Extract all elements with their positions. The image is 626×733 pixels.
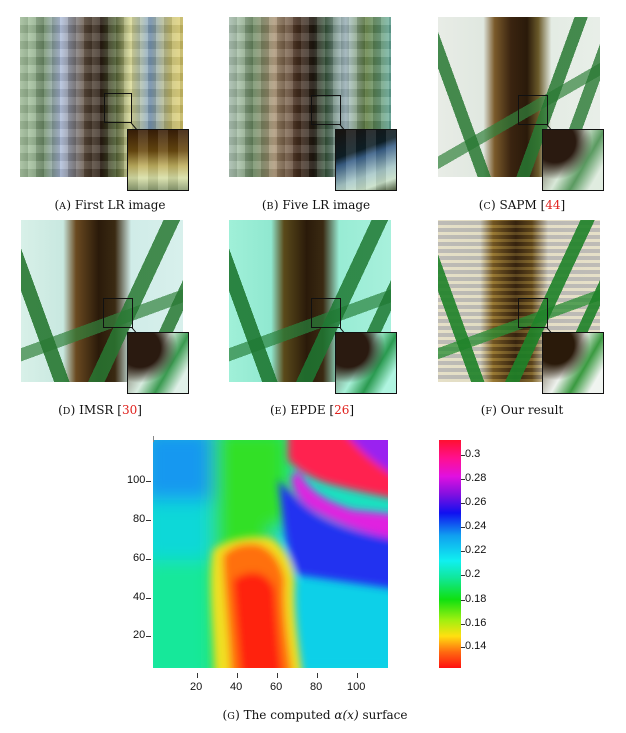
zoom-region-box	[104, 93, 132, 123]
heatmap-image	[153, 440, 388, 668]
zoom-inset	[542, 129, 604, 191]
x-tick	[317, 673, 318, 678]
y-tick	[146, 481, 151, 482]
zoom-inset	[127, 129, 189, 191]
colorbar-tick	[461, 624, 465, 625]
zoom-inset	[335, 129, 397, 191]
x-tick-label: 60	[270, 681, 283, 693]
panel-f	[438, 220, 618, 395]
colorbar-label: 0.26	[465, 496, 487, 508]
zoom-region-box	[311, 95, 341, 125]
y-tick	[146, 636, 151, 637]
y-tick-label: 80	[133, 513, 146, 525]
panel-c	[438, 17, 618, 192]
caption-e: (E) EPDE [26]	[269, 403, 355, 417]
colorbar-label: 0.16	[465, 617, 487, 629]
colorbar-tick	[461, 551, 465, 552]
y-tick	[146, 598, 151, 599]
zoom-region-box	[311, 298, 341, 328]
colorbar-label: 0.18	[465, 593, 487, 605]
colorbar-label: 0.24	[465, 520, 487, 532]
colorbar-label: 0.2	[465, 568, 481, 580]
citation-link[interactable]: 44	[545, 198, 561, 212]
panel-b	[229, 17, 409, 192]
caption-g: (G) The computed α(x) surface	[222, 708, 408, 722]
colorbar-tick	[461, 600, 465, 601]
y-tick-label: 100	[127, 474, 146, 486]
panel-e	[229, 220, 409, 395]
caption-a: (A) First LR image	[54, 198, 166, 212]
colorbar	[439, 440, 461, 668]
x-tick	[357, 673, 358, 678]
caption-c: (C) SAPM [44]	[478, 198, 566, 212]
citation-link[interactable]: 26	[334, 403, 350, 417]
colorbar-tick	[461, 647, 465, 648]
zoom-region-box	[103, 298, 133, 328]
caption-b: (B) Five LR image	[261, 198, 371, 212]
zoom-inset	[542, 332, 604, 394]
x-tick	[197, 673, 198, 678]
x-tick	[277, 673, 278, 678]
colorbar-tick	[461, 527, 465, 528]
zoom-inset	[335, 332, 397, 394]
panel-d	[21, 220, 201, 395]
y-axis-top-tick	[153, 436, 154, 442]
zoom-region-box	[518, 95, 548, 125]
y-tick-label: 40	[133, 591, 146, 603]
x-tick	[237, 673, 238, 678]
colorbar-tick	[461, 455, 465, 456]
caption-d: (D) IMSR [30]	[58, 403, 142, 417]
colorbar-label: 0.14	[465, 640, 487, 652]
zoom-inset	[127, 332, 189, 394]
y-tick	[146, 520, 151, 521]
citation-link[interactable]: 30	[121, 403, 138, 417]
x-tick-label: 20	[190, 681, 203, 693]
colorbar-tick	[461, 575, 465, 576]
x-tick-label: 80	[310, 681, 323, 693]
zoom-region-box	[518, 298, 548, 328]
colorbar-tick	[461, 503, 465, 504]
alpha-surface-plot	[153, 440, 388, 668]
x-tick-label: 40	[230, 681, 243, 693]
panel-a	[20, 17, 200, 192]
colorbar-label: 0.3	[465, 448, 481, 460]
y-tick-label: 20	[133, 629, 146, 641]
colorbar-label: 0.22	[465, 544, 487, 556]
colorbar-tick	[461, 479, 465, 480]
caption-f: (F) Our result	[480, 403, 564, 417]
y-tick-label: 60	[133, 552, 146, 564]
x-tick-label: 100	[347, 681, 366, 693]
colorbar-label: 0.28	[465, 472, 487, 484]
y-tick	[146, 559, 151, 560]
